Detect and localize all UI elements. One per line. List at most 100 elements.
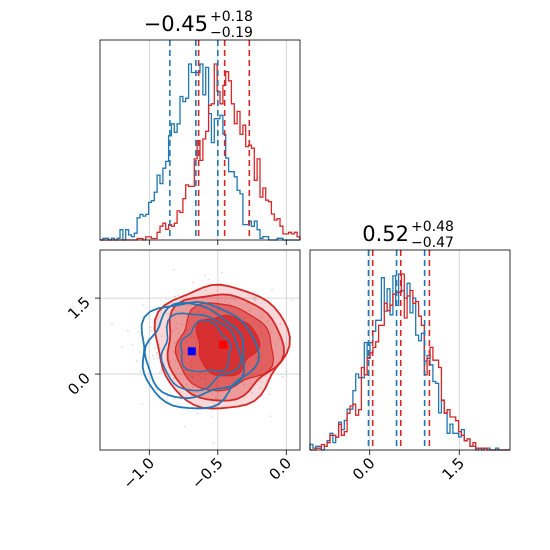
scatter-point [224, 300, 227, 302]
scatter-point [255, 296, 257, 298]
scatter-point [172, 377, 175, 379]
contour-blue-2 [143, 301, 245, 400]
scatter-point [204, 274, 206, 277]
scatter-point [160, 370, 163, 373]
scatter-point [185, 383, 188, 386]
scatter-point [173, 295, 176, 298]
scatter-point [141, 304, 144, 306]
scatter-point [174, 295, 177, 298]
contour-blue-3 [160, 312, 242, 392]
scatter-point [266, 378, 268, 381]
scatter-point [265, 321, 268, 324]
scatter-point [127, 329, 129, 332]
marker-blue-median [187, 347, 196, 356]
scatter-point [166, 399, 169, 401]
x-tick: 0.0 [349, 450, 379, 484]
scatter-point [269, 415, 272, 418]
scatter-point [254, 299, 257, 302]
scatter-point [253, 298, 256, 300]
scatter-point [261, 316, 263, 318]
scatter-point [156, 318, 158, 321]
x-tick-label: 1.5 [438, 454, 468, 484]
histogram-param2-frame [309, 249, 511, 451]
title-param1-minus: −0.19 [210, 25, 253, 41]
scatter-point [148, 341, 151, 344]
x-tick: −0.5 [188, 450, 227, 493]
scatter-point [211, 393, 214, 395]
scatter-point [173, 351, 176, 353]
scatter-point [192, 281, 195, 284]
scatter-point [164, 348, 167, 351]
scatter-point [281, 375, 284, 378]
scatter-point [171, 329, 173, 332]
contour-blue-outer [140, 301, 260, 410]
scatter-point [156, 351, 158, 354]
scatter-point [212, 442, 215, 444]
histogram-param1-red [100, 63, 301, 241]
y-tick: 1.5 [64, 293, 100, 323]
scatter-point [291, 299, 294, 302]
scatter-point [207, 278, 210, 281]
scatter-point [279, 323, 282, 325]
scatter-point [187, 304, 190, 307]
histogram-param2-red [310, 273, 510, 451]
title-param2: 0.52 +0.48 −0.47 [362, 219, 454, 251]
histogram-param1-blue [100, 63, 300, 241]
scatter-point [177, 294, 180, 296]
scatter-point [179, 391, 182, 394]
marker-red-median [219, 340, 228, 349]
scatter-point [259, 387, 262, 389]
x-tick-label: −1.0 [120, 454, 158, 492]
scatter-point [248, 309, 251, 312]
histogram-param2-panel [309, 249, 511, 451]
x-tick-label: 0.0 [266, 454, 296, 484]
scatter-point [139, 371, 141, 373]
scatter-point [233, 298, 236, 301]
scatter-point [174, 360, 177, 363]
histogram-param1-panel [99, 39, 301, 241]
histogram-param1-frame [99, 39, 301, 241]
scatter-point [246, 302, 249, 305]
scatter-point [121, 346, 123, 348]
scatter-point [111, 323, 113, 326]
title-param1-plus: +0.18 [210, 9, 253, 25]
scatter-point [220, 271, 223, 274]
scatter-point [157, 357, 159, 360]
scatter-point [271, 289, 273, 291]
scatter-point [196, 412, 199, 415]
scatter-point [160, 368, 163, 371]
scatter-point [198, 290, 201, 292]
x-tick: −1.0 [120, 450, 158, 493]
scatter-point [192, 386, 194, 389]
scatter-point [258, 380, 260, 382]
scatter-point [181, 323, 184, 326]
scatter-point [215, 396, 217, 399]
title-param2-plus: +0.48 [411, 219, 454, 235]
scatter-point [150, 329, 153, 332]
scatter-point [131, 343, 134, 346]
title-param2-median: 0.52 [362, 222, 409, 246]
histogram-param2-blue [309, 273, 510, 451]
scatter-point [175, 322, 178, 325]
title-param1: −0.45 +0.18 −0.19 [144, 9, 253, 41]
title-param1-median: −0.45 [144, 12, 208, 36]
y-tick-label: 0.0 [64, 369, 94, 399]
x-tick: 1.5 [438, 450, 468, 484]
scatter-point [277, 337, 280, 340]
scatter-point [177, 332, 180, 335]
scatter-point [285, 370, 288, 373]
scatter-point [184, 425, 186, 428]
scatter-point [152, 357, 155, 360]
title-param2-minus: −0.47 [411, 235, 454, 251]
scatter-point [153, 347, 156, 350]
scatter-point [169, 360, 172, 362]
scatter-point [227, 303, 230, 306]
scatter-2d-panel [99, 249, 301, 451]
x-tick: 0.0 [266, 450, 296, 484]
scatter-point [175, 327, 178, 330]
scatter-point [149, 326, 152, 329]
scatter-point [173, 269, 175, 271]
scatter-point [136, 360, 139, 362]
scatter-point [155, 353, 158, 356]
scatter-point [156, 389, 158, 392]
